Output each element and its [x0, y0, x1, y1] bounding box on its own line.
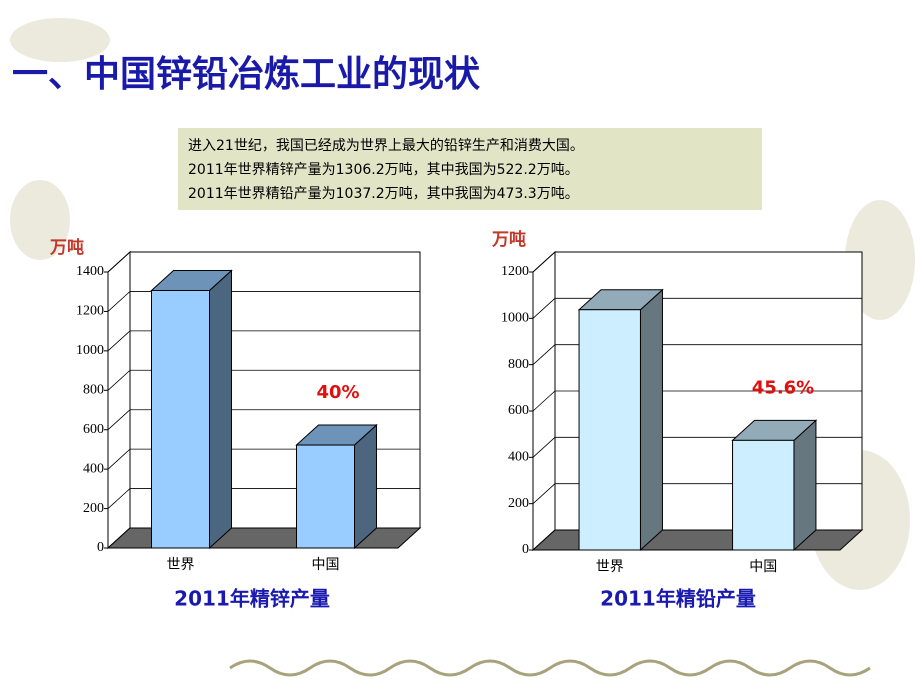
y-tick-label: 400: [83, 461, 104, 476]
y-tick-label: 1200: [76, 304, 104, 319]
x-tick-label: 中国: [312, 557, 340, 573]
annotation: 45.6%: [752, 377, 814, 398]
y-tick-label: 800: [508, 357, 529, 372]
y-tick-label: 1000: [501, 311, 529, 326]
side-wall: [107, 250, 131, 550]
y-tick-label: 1000: [76, 343, 104, 358]
annotation: 40%: [316, 382, 359, 403]
x-tick-label: 中国: [749, 559, 777, 575]
y-tick-label: 0: [97, 540, 104, 555]
y-tick-label: 600: [83, 422, 104, 437]
note-line: 进入21世纪，我国已经成为世界上最大的铅锌生产和消费大国。: [188, 138, 584, 154]
y-tick-label: 400: [508, 450, 529, 465]
grid-line: [107, 251, 420, 273]
grid-line: [107, 330, 420, 352]
chart-title: 2011年精铅产量: [600, 587, 756, 611]
bar-front: [151, 289, 210, 549]
y-axis-unit: 万吨: [49, 237, 84, 258]
y-tick-label: 800: [83, 383, 104, 398]
x-tick-label: 世界: [596, 559, 624, 575]
y-axis-unit: 万吨: [491, 229, 526, 250]
chart-title: 2011年精锌产量: [174, 587, 330, 611]
y-tick-label: 600: [508, 403, 529, 418]
note-line: 2011年世界精铅产量为1037.2万吨，其中我国为473.3万吨。: [188, 186, 579, 202]
y-tick-label: 1400: [76, 264, 104, 279]
note-line: 2011年世界精锌产量为1306.2万吨，其中我国为522.2万吨。: [188, 162, 579, 178]
note-box: [178, 128, 762, 210]
x-tick-label: 世界: [167, 557, 195, 573]
vine: [229, 659, 871, 677]
bar-front: [732, 439, 795, 551]
y-tick-label: 200: [508, 496, 529, 511]
y-tick-label: 1200: [501, 264, 529, 279]
bar-side: [354, 423, 377, 550]
grid-line: [107, 369, 420, 391]
bar: [731, 419, 818, 552]
bar-side: [639, 288, 663, 552]
grid-line: [532, 297, 862, 319]
bar-side: [793, 419, 817, 552]
grid-line: [107, 409, 420, 431]
bar: [577, 288, 664, 552]
bar-front: [296, 444, 355, 549]
bar-side: [209, 269, 232, 550]
slide-title: 一、中国锌铅冶炼工业的现状: [12, 54, 481, 95]
grid-line: [532, 251, 862, 273]
bar: [150, 269, 233, 550]
y-tick-label: 0: [522, 542, 529, 557]
bar: [295, 423, 378, 550]
bar-front: [578, 309, 641, 551]
grid-line: [532, 390, 862, 412]
grid-line: [532, 344, 862, 365]
grid-line: [107, 291, 420, 312]
y-tick-label: 200: [83, 501, 104, 516]
